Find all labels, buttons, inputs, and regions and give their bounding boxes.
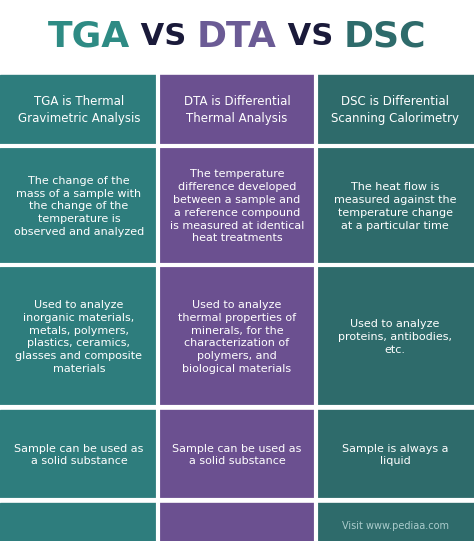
Bar [0,75,158,146]
Bar [0,410,158,500]
Bar [316,148,474,265]
Text: VS: VS [130,22,197,51]
Bar [316,503,474,541]
Text: The change of the
mass of a sample with
the change of the
temperature is
observe: The change of the mass of a sample with … [14,176,144,237]
Text: VS: VS [277,22,344,51]
Text: Sample can be used as
a solid substance: Sample can be used as a solid substance [173,444,301,466]
Text: DTA: DTA [197,19,277,54]
Bar [0,503,158,541]
Bar [316,410,474,500]
Bar [158,410,316,500]
Bar [316,75,474,146]
Text: Visit www.pediaa.com: Visit www.pediaa.com [342,521,448,531]
Text: DSC is Differential
Scanning Calorimetry: DSC is Differential Scanning Calorimetry [331,95,459,126]
Bar [0,0,474,73]
Bar [316,267,474,407]
Text: DTA is Differential
Thermal Analysis: DTA is Differential Thermal Analysis [183,95,291,126]
Text: Sample can be used as
a solid substance: Sample can be used as a solid substance [14,444,144,466]
Bar [158,75,316,146]
Text: DSC: DSC [344,19,426,54]
Bar [158,503,316,541]
Text: Sample is always a
liquid: Sample is always a liquid [342,444,448,466]
Bar [0,148,158,265]
Bar [158,267,316,407]
Bar [158,148,316,265]
Text: Used to analyze
inorganic materials,
metals, polymers,
plastics, ceramics,
glass: Used to analyze inorganic materials, met… [16,300,142,374]
Text: Used to analyze
proteins, antibodies,
etc.: Used to analyze proteins, antibodies, et… [338,319,452,355]
Text: The temperature
difference developed
between a sample and
a reference compound
i: The temperature difference developed bet… [170,169,304,243]
Text: The heat flow is
measured against the
temperature change
at a particular time: The heat flow is measured against the te… [334,182,456,230]
Text: TGA: TGA [48,19,130,54]
Bar [0,267,158,407]
Text: TGA is Thermal
Gravimetric Analysis: TGA is Thermal Gravimetric Analysis [18,95,140,126]
Text: Used to analyze
thermal properties of
minerals, for the
characterization of
poly: Used to analyze thermal properties of mi… [178,300,296,374]
